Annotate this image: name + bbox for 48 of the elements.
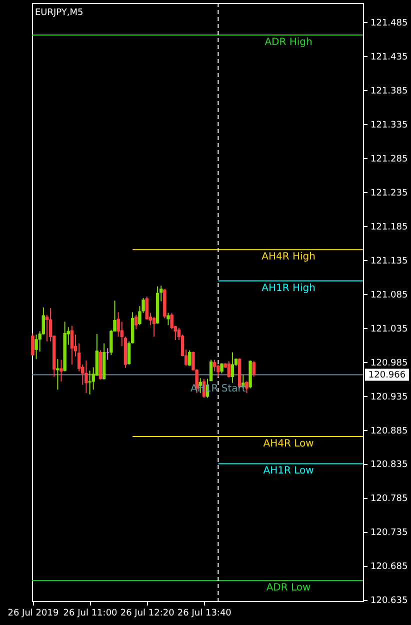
candlestick (188, 350, 192, 366)
y-tick-label: 120.785 (370, 494, 408, 504)
ref-line-label: 120.966 (368, 370, 406, 381)
candlestick (34, 334, 38, 360)
y-tick-label: 121.285 (370, 154, 408, 164)
y-tick-label: 121.085 (370, 290, 408, 300)
y-tick-label: 120.635 (370, 596, 408, 606)
candlestick (166, 312, 170, 326)
candlestick (60, 359, 63, 382)
y-tick-label: 120.985 (370, 358, 408, 368)
y-tick-label: 121.335 (370, 120, 408, 130)
y-tick-label: 120.835 (370, 460, 408, 470)
candlestick (230, 352, 234, 384)
y-tick-label: 121.485 (370, 18, 408, 29)
candlestick (56, 358, 60, 390)
x-tick-label: 26 Jul 11:00 (63, 608, 118, 618)
series-label: ADR Low (266, 582, 311, 594)
candlestick (216, 364, 220, 378)
text: EURJPY,M5 (35, 8, 84, 18)
candlestick (170, 312, 174, 330)
y-tick-label: 120.885 (370, 426, 408, 436)
y-tick-label: 121.035 (370, 324, 408, 334)
candlestick (227, 360, 230, 378)
candlestick (152, 316, 156, 338)
series-label: ADR High (264, 36, 312, 48)
candlestick (70, 325, 74, 366)
candlestick (245, 381, 248, 394)
x-tick-label: 26 Jul 2019 (8, 608, 59, 618)
x-tick-label: 26 Jul 13:40 (177, 608, 232, 618)
series-label: AH1R High (262, 282, 316, 294)
y-tick-label: 120.935 (370, 392, 408, 402)
y-tick-label: 121.185 (370, 222, 408, 232)
series-label: AH4R High (262, 252, 316, 263)
candlestick (31, 332, 34, 356)
y-tick-label: 121.435 (370, 52, 408, 63)
candlestick (252, 360, 256, 378)
y-tick-label: 121.135 (370, 256, 408, 266)
series-label: AH1R Low (263, 466, 314, 477)
y-tick-label: 121.385 (370, 86, 408, 96)
y-tick-label: 120.735 (370, 528, 408, 538)
y-tick-label: 121.235 (370, 188, 408, 198)
candlestick (88, 370, 92, 395)
candlestick (84, 360, 88, 394)
candlestick (134, 314, 138, 330)
series-label: AH4R Low (263, 438, 314, 450)
candlestick (220, 362, 224, 374)
x-tick-label: 26 Jul 12:20 (120, 608, 175, 618)
y-tick-label: 120.685 (370, 562, 408, 572)
